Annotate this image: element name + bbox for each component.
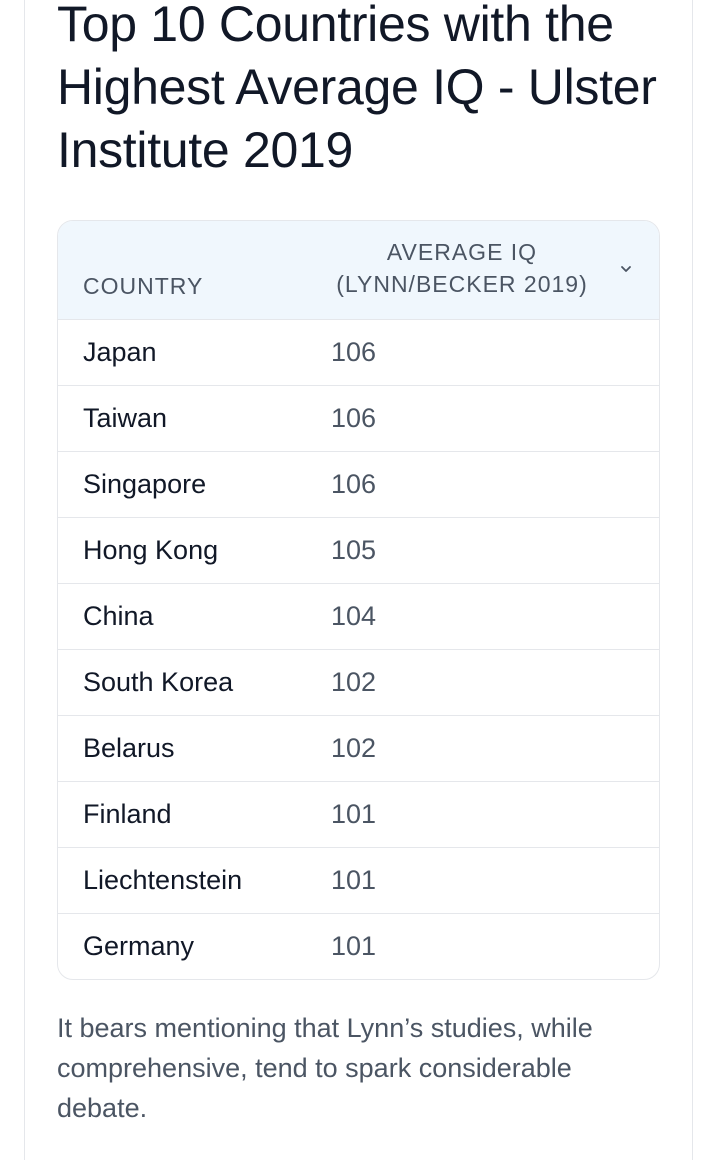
table-row: China 104 bbox=[58, 583, 659, 649]
cell-iq: 106 bbox=[331, 402, 377, 433]
column-header-country-label: COUNTRY bbox=[83, 272, 204, 299]
table-row: Singapore 106 bbox=[58, 451, 659, 517]
article-card bbox=[24, 0, 693, 1160]
cell-country: South Korea bbox=[83, 666, 234, 697]
table-header-row: COUNTRY AVERAGE IQ (LYNN/BECKER 2019) bbox=[58, 221, 659, 319]
table-row: Germany 101 bbox=[58, 913, 659, 979]
cell-iq: 101 bbox=[331, 798, 377, 829]
cell-iq: 106 bbox=[331, 468, 377, 499]
cell-country: Liechtenstein bbox=[83, 864, 243, 895]
cell-country: Finland bbox=[83, 798, 172, 829]
cell-country: Taiwan bbox=[83, 402, 168, 433]
table-row: Taiwan 106 bbox=[58, 385, 659, 451]
cell-country: Germany bbox=[83, 930, 195, 961]
footnote-paragraph: It bears mentioning that Lynn’s studies,… bbox=[57, 1013, 593, 1123]
column-header-iq-line2: (LYNN/BECKER 2019) bbox=[336, 270, 588, 297]
table-row: Belarus 102 bbox=[58, 715, 659, 781]
cell-country: Singapore bbox=[83, 468, 207, 499]
table-header: COUNTRY AVERAGE IQ (LYNN/BECKER 2019) bbox=[58, 221, 659, 319]
chevron-down-icon[interactable] bbox=[619, 262, 633, 276]
iq-table-container: COUNTRY AVERAGE IQ (LYNN/BECKER 2019) Ja… bbox=[57, 220, 660, 980]
column-header-iq-line1: AVERAGE IQ bbox=[386, 238, 538, 265]
table-row: Japan 106 bbox=[58, 319, 659, 385]
table-row: Hong Kong 105 bbox=[58, 517, 659, 583]
table-body: Japan 106 Taiwan 106 Singapore 106 Hong … bbox=[58, 319, 659, 979]
cell-iq: 102 bbox=[331, 732, 377, 763]
table-row: South Korea 102 bbox=[58, 649, 659, 715]
column-header-country[interactable]: COUNTRY bbox=[58, 221, 307, 319]
cell-country: Hong Kong bbox=[83, 534, 219, 565]
cell-iq: 102 bbox=[331, 666, 377, 697]
cell-iq: 104 bbox=[331, 600, 377, 631]
cell-iq: 101 bbox=[331, 864, 377, 895]
column-header-average-iq[interactable]: AVERAGE IQ (LYNN/BECKER 2019) bbox=[307, 221, 659, 319]
table-row: Finland 101 bbox=[58, 781, 659, 847]
iq-table: COUNTRY AVERAGE IQ (LYNN/BECKER 2019) Ja… bbox=[58, 221, 659, 979]
cell-iq: 101 bbox=[331, 930, 377, 961]
page-title: Top 10 Countries with the Highest Averag… bbox=[57, 0, 657, 178]
cell-country: Japan bbox=[83, 336, 157, 367]
article-content: Top 10 Countries with the Highest Averag… bbox=[57, 0, 661, 1128]
cell-country: China bbox=[83, 600, 154, 631]
cell-iq: 106 bbox=[331, 336, 377, 367]
cell-iq: 105 bbox=[331, 534, 377, 565]
table-row: Liechtenstein 101 bbox=[58, 847, 659, 913]
cell-country: Belarus bbox=[83, 732, 175, 763]
